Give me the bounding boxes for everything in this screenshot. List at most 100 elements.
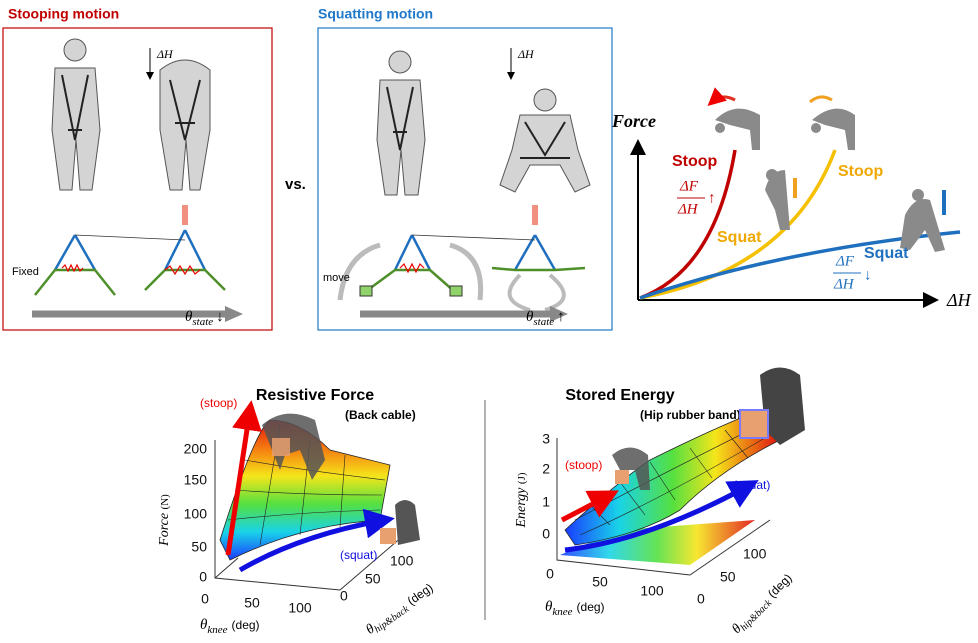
box xyxy=(739,409,769,439)
graphic xyxy=(520,121,570,159)
graphic xyxy=(812,108,855,150)
state-arrow-head xyxy=(225,306,243,322)
slider xyxy=(449,285,463,297)
text-part: hip&back xyxy=(373,604,412,636)
text-part: θ xyxy=(545,599,553,615)
graphic xyxy=(164,264,201,276)
graphic: ΔF xyxy=(679,178,699,194)
delta-h-label: ΔH xyxy=(517,47,535,61)
graphic xyxy=(715,123,725,133)
text-part: state xyxy=(192,316,213,328)
squat-arrow xyxy=(564,480,759,553)
graphic xyxy=(61,263,84,273)
hip-ticks: 0 50 100 xyxy=(340,553,414,604)
graphic xyxy=(376,79,426,196)
graphic xyxy=(449,242,484,301)
graphic xyxy=(811,123,821,133)
text-part: knee xyxy=(552,606,572,618)
text-part: θ xyxy=(185,309,193,325)
graphic xyxy=(337,242,381,301)
graphic: 0 xyxy=(199,569,207,585)
graphic: 0 xyxy=(340,588,348,604)
graphic xyxy=(144,268,226,291)
graphic xyxy=(63,38,87,62)
graphic: 0 xyxy=(201,591,209,607)
text-part: Energy xyxy=(514,487,529,529)
graphic: ΔH xyxy=(677,201,699,217)
graphic: 100 xyxy=(288,600,312,616)
panel-title: Stooping motion xyxy=(8,6,119,22)
text-part: ↓ xyxy=(216,309,224,325)
text-part: hip&back xyxy=(739,598,775,634)
graphic: ↑ xyxy=(708,190,716,206)
curve-label: Stoop xyxy=(672,153,718,170)
stoop-label: (stoop) xyxy=(565,458,602,472)
mechanism xyxy=(34,205,226,296)
graphic: 100 xyxy=(640,583,664,599)
state-label: θstate ↑ xyxy=(526,309,565,327)
human-squatting xyxy=(499,88,591,193)
graphic: 0 xyxy=(542,526,550,542)
mechanism xyxy=(337,205,586,312)
stoop-arrow xyxy=(560,490,619,523)
human-standing xyxy=(51,38,101,191)
curve-label: Stoop xyxy=(838,163,884,180)
text-part: (deg) xyxy=(232,618,260,632)
graphic xyxy=(159,59,211,191)
y-ticks: 0 50 100 150 200 xyxy=(184,441,208,585)
graphic xyxy=(386,86,414,151)
graphic: 50 xyxy=(365,571,381,587)
stoop-human xyxy=(612,447,650,490)
panel-title: Squatting motion xyxy=(318,6,433,22)
text-part: (deg) xyxy=(405,581,436,609)
graphic: 50 xyxy=(191,539,207,555)
graphic: 50 xyxy=(244,595,260,611)
y-axis-label: Energy (J) xyxy=(514,472,529,528)
text-part: ↑ xyxy=(557,309,565,325)
graphic: 150 xyxy=(184,472,208,488)
graphic: 2 xyxy=(542,461,550,477)
squat-human xyxy=(395,500,420,545)
plot-title: Stored Energy xyxy=(565,387,674,404)
graphic: ΔH xyxy=(833,276,855,292)
graphic xyxy=(61,74,89,141)
box xyxy=(615,470,629,484)
graphic xyxy=(900,199,945,252)
fixed-label: Fixed xyxy=(12,266,39,278)
graphic: 0 xyxy=(697,591,705,607)
graphic xyxy=(399,262,425,274)
state-arrow-head xyxy=(550,306,568,322)
graphic xyxy=(364,268,456,294)
squat-human xyxy=(760,367,805,445)
text-part: knee xyxy=(207,624,227,636)
graphic xyxy=(507,273,566,312)
rate-label: ΔF ΔH ↑ xyxy=(677,178,716,217)
graphic xyxy=(163,229,207,271)
graphic: ΔF xyxy=(835,253,855,269)
y-axis-label: Force xyxy=(611,111,656,131)
graphic xyxy=(388,50,412,74)
stoop-arrow xyxy=(225,400,262,556)
plot-title: Resistive Force xyxy=(256,387,374,404)
panel-frame xyxy=(317,27,613,331)
hip-ticks: 0 50 100 xyxy=(697,546,767,607)
graphic xyxy=(912,189,924,201)
text-part: state xyxy=(533,316,554,328)
graphic: 50 xyxy=(592,574,608,590)
squat-label: (squat) xyxy=(340,548,377,562)
box xyxy=(380,528,396,544)
graphic xyxy=(53,234,97,271)
box xyxy=(272,438,290,456)
energy-projection xyxy=(560,520,755,565)
graphic: ↓ xyxy=(864,267,872,283)
rate-label: ΔF ΔH ↓ xyxy=(833,253,872,292)
curve-label: Squat xyxy=(864,245,909,262)
graphic xyxy=(491,266,586,272)
x-axis-label: ΔH xyxy=(946,290,972,310)
graphic xyxy=(513,234,557,271)
human-stooping xyxy=(159,59,211,191)
graphic xyxy=(765,170,790,230)
graphic xyxy=(533,88,557,112)
graphic xyxy=(74,234,186,241)
